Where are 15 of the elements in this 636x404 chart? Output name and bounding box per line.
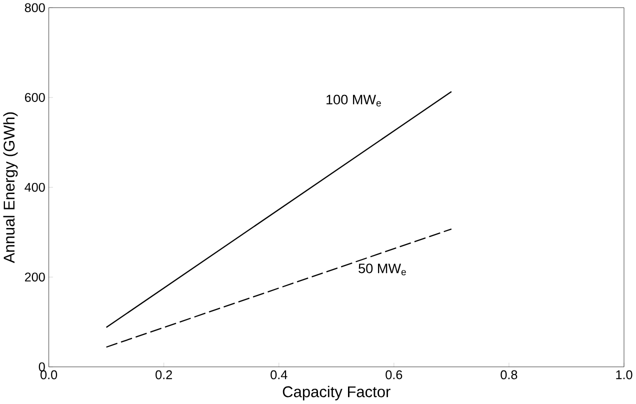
x-axis-title: Capacity Factor bbox=[282, 386, 390, 401]
y-tick-label: 0 bbox=[38, 362, 45, 372]
y-tick-label: 600 bbox=[24, 93, 45, 102]
y-axis-title: Annual Energy (GWh) bbox=[3, 112, 18, 264]
series-label: 50 MW$_{e}$ bbox=[358, 264, 406, 276]
x-tick-label: 0.4 bbox=[270, 370, 288, 380]
x-tick-label: 0.2 bbox=[156, 370, 172, 380]
x-tick-label: 1.0 bbox=[616, 370, 632, 380]
x-tick-label: 0.0 bbox=[40, 370, 58, 380]
y-tick-label: 200 bbox=[24, 272, 45, 282]
text: 100 MW$_{e}$ bbox=[326, 95, 381, 107]
y-tick-label: 400 bbox=[24, 183, 45, 192]
x-tick-label: 0.8 bbox=[500, 370, 518, 380]
y-tick-label: 800 bbox=[24, 3, 45, 12]
x-tick-label: 0.6 bbox=[386, 370, 402, 380]
